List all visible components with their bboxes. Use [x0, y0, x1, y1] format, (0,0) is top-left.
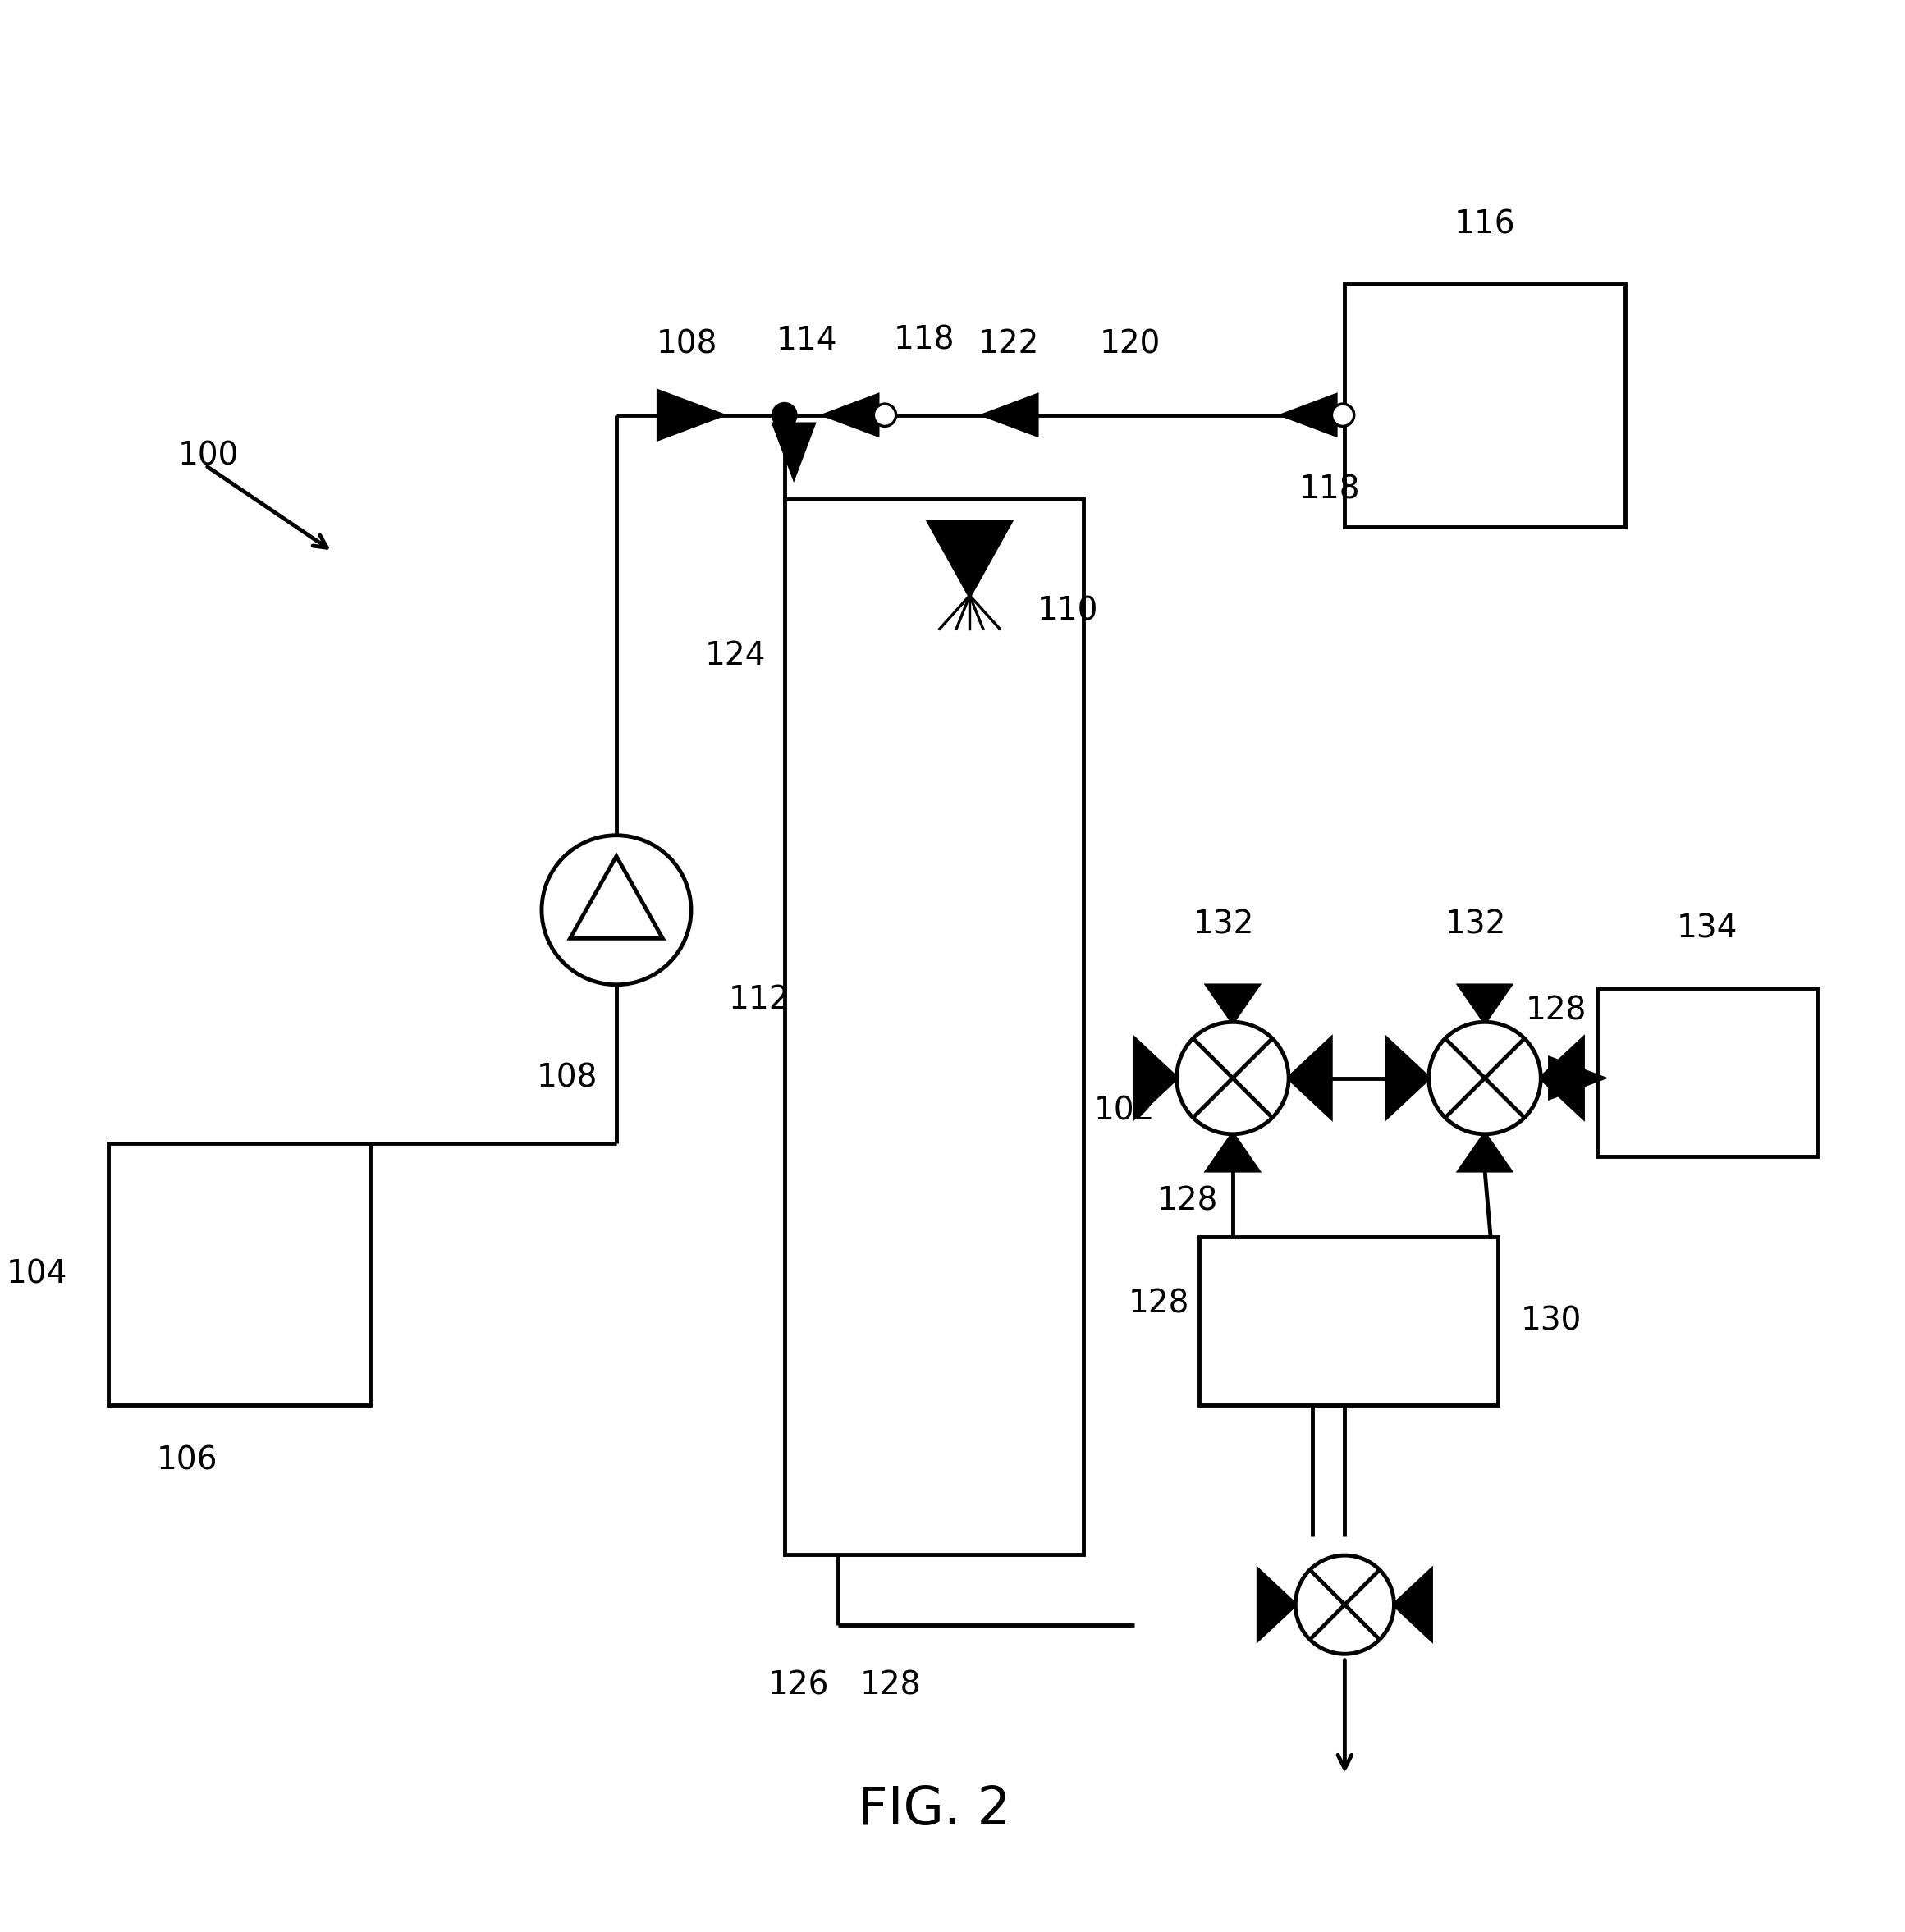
Polygon shape	[1459, 985, 1511, 1022]
Text: 108: 108	[537, 1063, 598, 1094]
Text: 118: 118	[893, 325, 954, 355]
Circle shape	[772, 402, 798, 429]
Circle shape	[541, 835, 692, 985]
Text: 134: 134	[1676, 914, 1737, 945]
Polygon shape	[1288, 1039, 1332, 1117]
Circle shape	[1332, 404, 1354, 427]
Circle shape	[1295, 1555, 1394, 1654]
Polygon shape	[1541, 1039, 1583, 1117]
Text: 100: 100	[177, 440, 238, 471]
Circle shape	[1429, 1022, 1541, 1134]
Text: 128: 128	[1526, 995, 1587, 1026]
Text: 120: 120	[1099, 328, 1160, 359]
Bar	[1345, 284, 1625, 527]
Polygon shape	[1394, 1571, 1431, 1638]
Polygon shape	[1259, 1571, 1295, 1638]
Bar	[785, 498, 1084, 1553]
Text: 104: 104	[6, 1258, 67, 1291]
Text: 132: 132	[1444, 910, 1507, 941]
Text: 114: 114	[777, 325, 838, 355]
Bar	[1198, 1236, 1497, 1405]
Circle shape	[874, 404, 895, 427]
Polygon shape	[819, 392, 880, 439]
Text: 128: 128	[1156, 1186, 1217, 1217]
Text: 110: 110	[1036, 595, 1097, 626]
Text: FIG. 2: FIG. 2	[857, 1785, 1010, 1835]
Polygon shape	[1208, 985, 1257, 1022]
Text: 122: 122	[977, 328, 1038, 359]
Text: 124: 124	[705, 639, 766, 672]
Circle shape	[1177, 1022, 1288, 1134]
Bar	[109, 1144, 370, 1405]
Polygon shape	[570, 856, 663, 939]
Text: 126: 126	[768, 1669, 829, 1700]
Polygon shape	[1387, 1039, 1429, 1117]
Polygon shape	[1549, 1055, 1608, 1101]
Text: 102: 102	[1093, 1095, 1154, 1126]
Text: 118: 118	[1299, 473, 1360, 506]
Text: 112: 112	[728, 983, 789, 1014]
Text: 128: 128	[859, 1669, 920, 1700]
Polygon shape	[772, 423, 817, 483]
Text: 116: 116	[1454, 209, 1514, 240]
Text: 128: 128	[1128, 1289, 1191, 1320]
Polygon shape	[1135, 1039, 1177, 1117]
Text: 132: 132	[1193, 910, 1253, 941]
Polygon shape	[1276, 392, 1337, 439]
Polygon shape	[928, 522, 1012, 595]
Polygon shape	[1459, 1134, 1511, 1171]
Polygon shape	[657, 388, 728, 442]
Polygon shape	[1208, 1134, 1257, 1171]
Text: 108: 108	[657, 328, 718, 359]
Bar	[1596, 989, 1817, 1157]
Text: 130: 130	[1520, 1306, 1581, 1337]
Text: 106: 106	[156, 1445, 217, 1476]
Polygon shape	[979, 392, 1038, 439]
